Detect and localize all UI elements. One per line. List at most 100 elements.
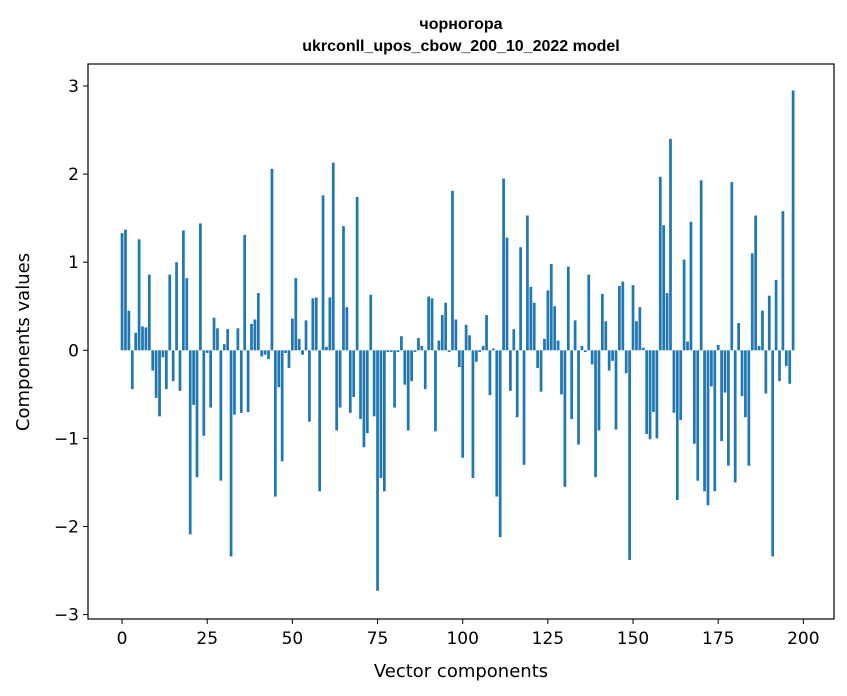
- bar: [737, 323, 740, 351]
- bar: [618, 286, 621, 351]
- bar: [648, 350, 652, 440]
- bar: [515, 350, 519, 418]
- bar: [699, 180, 703, 351]
- bar: [529, 286, 533, 351]
- bar: [771, 350, 775, 557]
- bar: [396, 350, 400, 353]
- bar: [151, 350, 155, 371]
- bar: [526, 215, 529, 351]
- bar: [420, 345, 424, 351]
- bar: [369, 294, 373, 351]
- bar: [784, 350, 788, 367]
- bar: [682, 259, 686, 351]
- bar: [410, 350, 413, 382]
- bar: [546, 290, 550, 351]
- bar: [427, 296, 431, 351]
- bar: [791, 90, 795, 351]
- y-axis-label: Components values: [13, 253, 34, 431]
- bar: [519, 247, 522, 351]
- bar: [308, 350, 311, 422]
- bar: [222, 344, 226, 351]
- bar: [403, 350, 407, 385]
- bar: [478, 350, 482, 353]
- bar: [250, 323, 253, 351]
- bar: [454, 319, 458, 351]
- bar: [386, 350, 390, 353]
- bar: [212, 317, 216, 351]
- bar: [580, 345, 584, 351]
- bar: [141, 326, 144, 351]
- bar: [406, 350, 410, 431]
- bar: [263, 350, 267, 355]
- bar: [553, 306, 557, 351]
- x-tick-label: 175: [702, 629, 734, 649]
- bar: [311, 298, 315, 351]
- bar: [342, 226, 345, 351]
- bar: [219, 350, 223, 481]
- bar: [716, 345, 720, 351]
- bar: [130, 350, 134, 390]
- bar: [171, 350, 175, 382]
- bar: [532, 302, 536, 351]
- bar: [199, 223, 202, 351]
- bar: [675, 350, 679, 501]
- bar: [270, 168, 274, 351]
- bar: [134, 332, 138, 351]
- bar: [481, 345, 485, 351]
- bar: [658, 176, 662, 351]
- bar: [318, 350, 321, 492]
- bar: [120, 233, 124, 351]
- bar: [631, 285, 635, 351]
- bar: [175, 262, 178, 351]
- x-tick-label: 50: [282, 629, 304, 649]
- bar: [182, 230, 185, 351]
- bar: [686, 341, 689, 351]
- bar: [774, 279, 778, 351]
- bar: [604, 321, 608, 351]
- bar: [434, 350, 437, 432]
- bar: [583, 350, 587, 353]
- bar: [512, 329, 516, 351]
- bar: [754, 215, 758, 351]
- bar: [543, 338, 546, 351]
- bar: [365, 350, 369, 434]
- bar: [767, 295, 771, 351]
- bar: [267, 350, 270, 360]
- bar: [696, 350, 700, 481]
- bar: [788, 350, 792, 384]
- bar: [192, 350, 195, 405]
- bar: [474, 350, 478, 362]
- bar: [638, 307, 642, 351]
- bar: [321, 195, 325, 351]
- bar: [692, 350, 696, 444]
- bar: [239, 350, 243, 413]
- bar: [352, 350, 356, 397]
- bar: [348, 350, 352, 413]
- bar: [376, 350, 379, 591]
- bar: [209, 350, 212, 408]
- bar: [246, 350, 250, 412]
- bar: [485, 315, 488, 351]
- bar: [178, 350, 182, 391]
- bar: [304, 320, 308, 351]
- bar: [233, 350, 236, 415]
- bar: [556, 340, 560, 351]
- bar: [539, 350, 543, 392]
- bar: [137, 239, 141, 351]
- x-tick-label: 75: [367, 629, 389, 649]
- bar: [338, 350, 342, 408]
- bar: [226, 329, 230, 351]
- bar: [345, 307, 349, 351]
- bar: [492, 348, 495, 351]
- bar: [423, 350, 427, 390]
- bar: [301, 350, 304, 355]
- bar: [287, 350, 291, 368]
- bar: [566, 266, 570, 351]
- bar: [740, 350, 744, 397]
- bar: [393, 350, 396, 408]
- bar: [280, 350, 284, 462]
- bar: [284, 350, 287, 353]
- bar: [277, 350, 281, 388]
- bar: [662, 225, 666, 351]
